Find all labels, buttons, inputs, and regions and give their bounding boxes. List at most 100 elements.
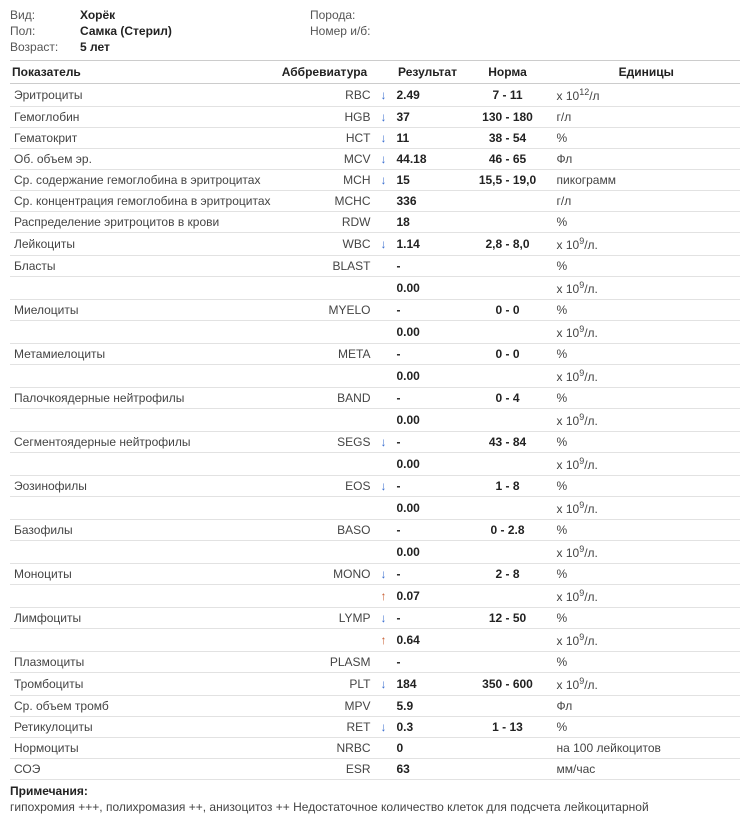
cell-param: СОЭ	[10, 759, 275, 780]
table-row: 0.00x 109/л.	[10, 541, 740, 564]
table-row: МиелоцитыMYELO-0 - 0%	[10, 300, 740, 321]
cell-abbr	[275, 629, 375, 652]
cell-abbr: BLAST	[275, 256, 375, 277]
cell-norm	[463, 256, 553, 277]
cell-abbr: PLASM	[275, 652, 375, 673]
cell-abbr: MCH	[275, 170, 375, 191]
header-abbr: Аббревиатура	[275, 61, 375, 84]
cell-units: %	[553, 717, 741, 738]
table-row: 0.00x 109/л.	[10, 409, 740, 432]
table-row: СОЭESR63мм/час	[10, 759, 740, 780]
arrow-down-icon: ↓	[375, 608, 393, 629]
cell-abbr	[275, 497, 375, 520]
cell-result: 0.00	[393, 541, 463, 564]
cell-result: -	[393, 344, 463, 365]
arrow-down-icon: ↓	[375, 432, 393, 453]
arrow-none	[375, 365, 393, 388]
table-row: ↑0.07x 109/л.	[10, 585, 740, 608]
cell-param: Эритроциты	[10, 84, 275, 107]
cell-abbr	[275, 409, 375, 432]
cell-param: Ср. концентрация гемоглобина в эритроцит…	[10, 191, 275, 212]
cell-norm	[463, 652, 553, 673]
cell-norm	[463, 277, 553, 300]
arrow-none	[375, 191, 393, 212]
table-row: БазофилыBASO-0 - 2.8%	[10, 520, 740, 541]
table-row: Об. объем эр.MCV↓44.1846 - 65Фл	[10, 149, 740, 170]
cell-result: 0.00	[393, 409, 463, 432]
cell-param	[10, 497, 275, 520]
table-row: ЛимфоцитыLYMP↓-12 - 50%	[10, 608, 740, 629]
cell-param: Метамиелоциты	[10, 344, 275, 365]
cell-abbr: BAND	[275, 388, 375, 409]
cell-param: Тромбоциты	[10, 673, 275, 696]
label-record: Номер и/б:	[310, 24, 380, 38]
cell-norm: 1 - 8	[463, 476, 553, 497]
cell-norm	[463, 629, 553, 652]
label-breed: Порода:	[310, 8, 380, 22]
cell-units: %	[553, 432, 741, 453]
cell-norm: 15,5 - 19,0	[463, 170, 553, 191]
cell-norm: 350 - 600	[463, 673, 553, 696]
cell-abbr	[275, 321, 375, 344]
table-row: ГемоглобинHGB↓37130 - 180г/л	[10, 107, 740, 128]
arrow-none	[375, 652, 393, 673]
cell-abbr: RDW	[275, 212, 375, 233]
cell-abbr: RBC	[275, 84, 375, 107]
cell-units: x 109/л.	[553, 453, 741, 476]
cell-units: мм/час	[553, 759, 741, 780]
value-sex: Самка (Стерил)	[80, 24, 310, 38]
cell-units: x 109/л.	[553, 585, 741, 608]
cell-param: Моноциты	[10, 564, 275, 585]
cell-param: Об. объем эр.	[10, 149, 275, 170]
cell-norm	[463, 738, 553, 759]
cell-units: Фл	[553, 696, 741, 717]
cell-norm: 0 - 0	[463, 300, 553, 321]
cell-abbr: NRBC	[275, 738, 375, 759]
arrow-up-icon: ↑	[375, 585, 393, 608]
header-norm: Норма	[463, 61, 553, 84]
cell-norm: 2 - 8	[463, 564, 553, 585]
cell-units: %	[553, 520, 741, 541]
cell-param	[10, 321, 275, 344]
cell-abbr	[275, 365, 375, 388]
arrow-none	[375, 497, 393, 520]
cell-units: %	[553, 564, 741, 585]
cell-units: %	[553, 388, 741, 409]
lab-results-table: Показатель Аббревиатура Результат Норма …	[10, 60, 740, 780]
cell-param: Нормоциты	[10, 738, 275, 759]
cell-result: 0.00	[393, 321, 463, 344]
table-row: МоноцитыMONO↓-2 - 8%	[10, 564, 740, 585]
table-row: ЛейкоцитыWBC↓1.142,8 - 8,0x 109/л.	[10, 233, 740, 256]
cell-norm	[463, 321, 553, 344]
arrow-none	[375, 277, 393, 300]
cell-norm: 2,8 - 8,0	[463, 233, 553, 256]
cell-norm	[463, 191, 553, 212]
cell-param	[10, 585, 275, 608]
cell-units: на 100 лейкоцитов	[553, 738, 741, 759]
value-record	[380, 24, 740, 38]
cell-norm	[463, 409, 553, 432]
cell-result: -	[393, 476, 463, 497]
cell-abbr	[275, 453, 375, 476]
cell-units: г/л	[553, 107, 741, 128]
arrow-down-icon: ↓	[375, 170, 393, 191]
arrow-up-icon: ↑	[375, 629, 393, 652]
cell-param: Распределение эритроцитов в крови	[10, 212, 275, 233]
arrow-down-icon: ↓	[375, 476, 393, 497]
arrow-none	[375, 344, 393, 365]
cell-units: x 109/л.	[553, 629, 741, 652]
value-breed	[380, 8, 740, 22]
arrow-none	[375, 541, 393, 564]
cell-param	[10, 541, 275, 564]
cell-abbr	[275, 277, 375, 300]
table-row: ПлазмоцитыPLASM-%	[10, 652, 740, 673]
cell-param: Гематокрит	[10, 128, 275, 149]
cell-norm	[463, 497, 553, 520]
table-row: МетамиелоцитыMETA-0 - 0%	[10, 344, 740, 365]
cell-norm	[463, 541, 553, 564]
label-species: Вид:	[10, 8, 80, 22]
cell-result: 0.00	[393, 277, 463, 300]
cell-units: %	[553, 256, 741, 277]
arrow-down-icon: ↓	[375, 233, 393, 256]
cell-units: Фл	[553, 149, 741, 170]
